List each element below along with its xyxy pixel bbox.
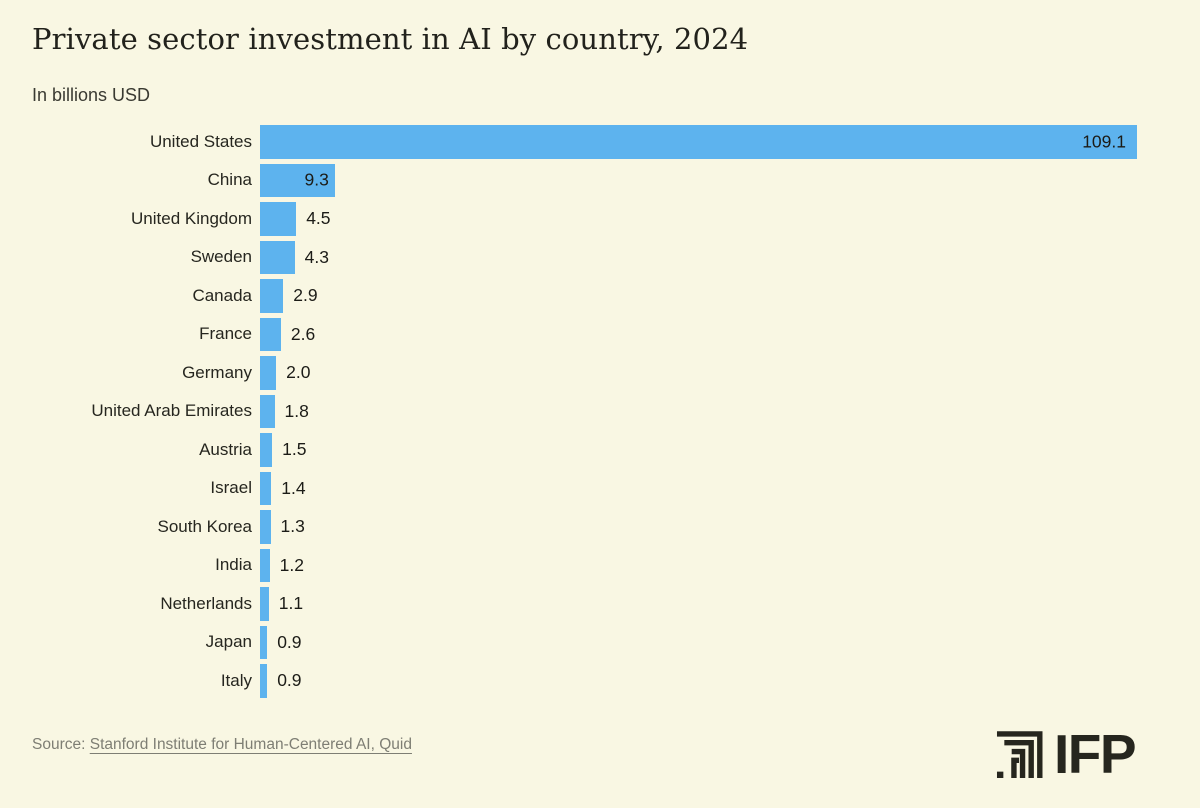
bar-area: 2.6 xyxy=(260,317,1200,351)
bar xyxy=(260,433,273,467)
value-label: 1.8 xyxy=(284,400,309,421)
source-prefix: Source: xyxy=(32,736,90,753)
chart-title: Private sector investment in AI by count… xyxy=(32,22,749,56)
country-label: Canada xyxy=(192,285,252,305)
country-label: United Kingdom xyxy=(131,208,252,228)
chart-row: Germany 2.0 xyxy=(0,356,1200,390)
source-link[interactable]: Stanford Institute for Human-Centered AI… xyxy=(89,736,412,753)
value-label: 4.5 xyxy=(306,208,331,229)
chart-row: Japan 0.9 xyxy=(0,625,1200,659)
country-label: Netherlands xyxy=(160,593,252,613)
value-label: 1.4 xyxy=(281,477,306,498)
bar: 109.1 xyxy=(260,125,1137,159)
country-label: India xyxy=(215,555,252,575)
chart-subtitle: In billions USD xyxy=(32,85,151,105)
chart-row: United Arab Emirates 1.8 xyxy=(0,394,1200,428)
bar-area: 9.3 xyxy=(260,163,1200,197)
country-label: South Korea xyxy=(157,516,252,536)
chart-row: United Kingdom 4.5 xyxy=(0,202,1200,236)
bar: 9.3 xyxy=(260,163,335,197)
value-label: 1.1 xyxy=(278,593,304,614)
bar-area: 4.5 xyxy=(260,202,1200,236)
country-label: Sweden xyxy=(190,247,252,267)
bar-chart: United States 109.1 China 9.3 United Kingdom… xyxy=(0,125,1200,703)
chart-row: Italy 0.9 xyxy=(0,664,1200,698)
value-label: 0.9 xyxy=(277,631,302,652)
value-label: 4.3 xyxy=(304,246,329,267)
country-label: China xyxy=(207,170,252,190)
bar-area: 1.5 xyxy=(260,433,1200,467)
country-label: Austria xyxy=(199,439,252,459)
value-label: 2.6 xyxy=(290,323,316,344)
value-label: 2.9 xyxy=(293,285,318,306)
country-label: United Arab Emirates xyxy=(91,401,252,421)
country-label: Israel xyxy=(210,478,252,498)
bar-area: 1.1 xyxy=(260,587,1200,621)
bar xyxy=(260,664,268,698)
value-label: 2.0 xyxy=(286,362,311,383)
bar xyxy=(260,317,281,351)
bar xyxy=(260,510,271,544)
chart-row: United States 109.1 xyxy=(0,125,1200,159)
value-label: 1.5 xyxy=(282,439,307,460)
country-label: United States xyxy=(149,131,252,151)
bar-area: 1.2 xyxy=(260,548,1200,582)
chart-row: Sweden 4.3 xyxy=(0,240,1200,274)
bar-area: 2.0 xyxy=(260,356,1200,390)
chart-row: China 9.3 xyxy=(0,163,1200,197)
bar xyxy=(260,625,268,659)
bar xyxy=(260,587,269,621)
chart-row: Austria 1.5 xyxy=(0,433,1200,467)
chart-row: France 2.6 xyxy=(0,317,1200,351)
country-label: France xyxy=(199,324,252,344)
bar-area: 2.9 xyxy=(260,279,1200,313)
value-label: 0.9 xyxy=(277,670,302,691)
value-label: 1.2 xyxy=(279,554,304,575)
country-label: Japan xyxy=(205,632,252,652)
source-note: Source: Stanford Institute for Human-Cen… xyxy=(32,736,412,754)
bar-area: 1.8 xyxy=(260,394,1200,428)
value-label: 109.1 xyxy=(1082,131,1126,152)
ifp-logo-mark xyxy=(996,731,1043,778)
ifp-logo-text: IFP xyxy=(1054,722,1137,785)
bar-area: 1.3 xyxy=(260,510,1200,544)
country-label: Germany xyxy=(182,362,252,382)
bar xyxy=(260,394,275,428)
bar xyxy=(260,356,277,390)
chart-row: Israel 1.4 xyxy=(0,471,1200,505)
bar xyxy=(260,471,272,505)
bar xyxy=(260,548,270,582)
bar-area: 0.9 xyxy=(260,625,1200,659)
value-label: 9.3 xyxy=(304,169,329,190)
bar xyxy=(260,202,297,236)
bar xyxy=(260,279,284,313)
value-label: 1.3 xyxy=(280,516,305,537)
bar xyxy=(260,240,295,274)
chart-row: South Korea 1.3 xyxy=(0,510,1200,544)
bar-area: 4.3 xyxy=(260,240,1200,274)
chart-row: Canada 2.9 xyxy=(0,279,1200,313)
country-label: Italy xyxy=(220,670,252,690)
chart-row: Netherlands 1.1 xyxy=(0,587,1200,621)
chart-row: India 1.2 xyxy=(0,548,1200,582)
ifp-logo: IFP xyxy=(996,722,1137,785)
bar-area: 109.1 xyxy=(260,125,1200,159)
bar-area: 1.4 xyxy=(260,471,1200,505)
bar-area: 0.9 xyxy=(260,664,1200,698)
